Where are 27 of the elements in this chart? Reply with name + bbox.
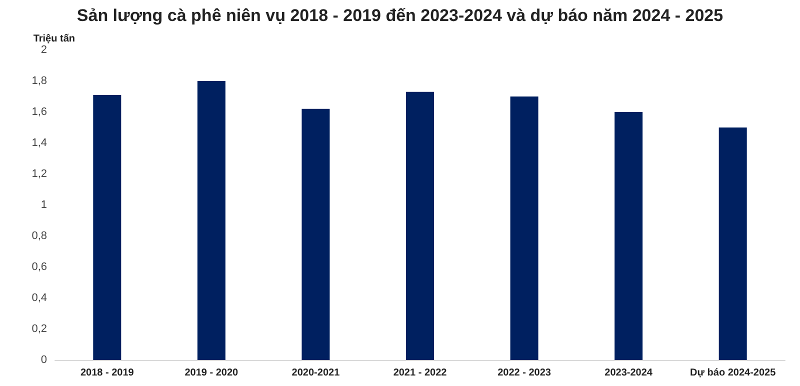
y-tick-label: 1,2: [32, 168, 47, 180]
x-tick-label: Dự báo 2024-2025: [690, 368, 776, 378]
y-axis-title: Triệu tấn: [33, 34, 75, 44]
y-tick-label: 1,4: [32, 137, 47, 149]
bar: [302, 108, 330, 360]
bar: [614, 112, 643, 360]
x-tick-label: 2018 - 2019: [80, 368, 134, 378]
y-tick-label: 2: [40, 44, 47, 56]
bar: [406, 92, 434, 360]
y-tick-label: 0,6: [32, 261, 47, 273]
x-tick-label: 2023-2024: [604, 368, 653, 378]
y-tick-label: 1: [40, 199, 47, 211]
y-tick-label: 1,8: [32, 75, 47, 87]
x-tick-label: 2021 - 2022: [393, 368, 448, 378]
y-tick-label: 0,4: [32, 292, 47, 304]
bar: [718, 128, 747, 360]
bar: [510, 96, 538, 360]
x-tick-label: 2020-2021: [292, 368, 340, 378]
bar: [93, 94, 122, 360]
y-tick-label: 0: [40, 354, 47, 366]
bar: [197, 81, 226, 360]
x-tick-label: 2019 - 2020: [184, 368, 239, 378]
y-tick-label: 0,2: [32, 323, 47, 335]
y-tick-label: 0,8: [32, 230, 47, 242]
x-tick-label: 2022 - 2023: [498, 368, 552, 378]
y-tick-label: 1,6: [32, 106, 47, 118]
chart-title: Sản lượng cà phê niên vụ 2018 - 2019 đến 2023-2024 và dự báo năm 2024 - 2025: [76, 6, 724, 25]
